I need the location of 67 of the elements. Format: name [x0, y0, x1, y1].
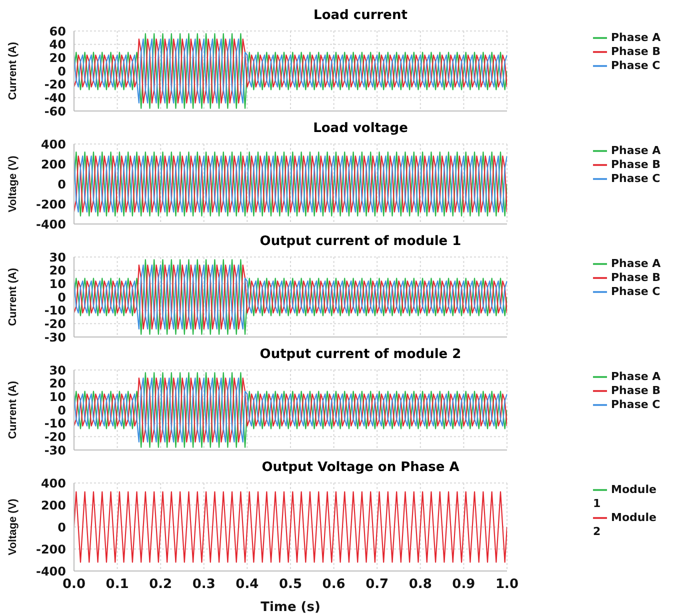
x-tick-label: 0.2 [149, 577, 172, 592]
y-tick-label: 20 [49, 264, 66, 278]
legend-label: Phase C [611, 285, 660, 298]
legend-label: Phase C [611, 172, 660, 186]
y-tick-label: 20 [49, 50, 66, 65]
legend-label: Phase A [611, 31, 661, 44]
y-tick-label: 200 [40, 157, 66, 172]
legend-label: Module 1 [593, 483, 656, 510]
y-tick-label: 10 [49, 276, 66, 291]
y-tick-label: 0 [58, 177, 66, 192]
x-tick-label: 0.8 [408, 577, 432, 592]
y-tick-label: 200 [40, 498, 66, 512]
x-tick-label: 0.9 [452, 577, 476, 592]
y-axis-title: Voltage (V) [6, 498, 19, 556]
chart-title: Load voltage [312, 121, 409, 136]
legend-label: Module 2 [593, 511, 656, 538]
y-tick-label: 40 [49, 38, 66, 52]
chart-title: Load current [312, 8, 408, 23]
chart-title: Output Voltage on Phase A [260, 460, 460, 475]
x-tick-label: 0.4 [236, 577, 259, 592]
x-tick-label: 0.3 [192, 577, 216, 592]
y-tick-label: 0 [58, 520, 66, 534]
y-tick-label: 400 [40, 137, 66, 152]
y-axis-title: Voltage (V) [6, 155, 19, 212]
y-tick-label: 0 [58, 403, 66, 418]
y-tick-label: -400 [36, 217, 66, 232]
x-axis-title: Time (s) [260, 600, 320, 614]
y-tick-label: -40 [44, 90, 66, 105]
legend-label: Phase C [611, 398, 660, 412]
y-tick-label: 30 [49, 250, 66, 264]
y-tick-label: 0 [58, 290, 66, 304]
legend-label: Phase B [611, 271, 661, 284]
legend-label: Phase C [611, 59, 660, 72]
y-tick-label: 400 [40, 476, 66, 490]
y-tick-label: 0 [58, 64, 66, 78]
legend-label: Phase A [611, 370, 661, 384]
y-axis-title: Current (A) [6, 268, 19, 326]
legend-label: Phase A [611, 144, 661, 158]
y-tick-label: -60 [44, 104, 66, 118]
x-tick-label: 0.1 [106, 577, 129, 592]
y-axis-title: Current (A) [6, 380, 19, 440]
y-tick-label: 30 [49, 363, 66, 378]
y-tick-label: -20 [44, 430, 66, 444]
x-tick-label: 0.7 [366, 577, 389, 592]
chart-title: Output current of module 2 [258, 347, 462, 362]
x-tick-label: 1.0 [495, 577, 519, 592]
y-axis-title: Current (A) [6, 42, 19, 100]
x-tick-label: 0.5 [278, 577, 302, 592]
y-tick-label: -20 [44, 316, 66, 331]
y-tick-label: 60 [49, 24, 66, 38]
y-tick-label: 20 [49, 376, 66, 391]
legend-label: Phase A [611, 257, 661, 270]
y-tick-label: -200 [36, 542, 66, 556]
legend-label: Phase B [611, 384, 661, 398]
x-tick-label: 0.0 [62, 577, 86, 592]
legend-label: Phase B [611, 158, 661, 172]
y-tick-label: -20 [44, 78, 66, 92]
x-tick-label: 0.6 [322, 577, 346, 592]
chart-title: Output current of module 1 [258, 234, 462, 249]
legend-label: Phase B [611, 45, 661, 58]
y-tick-label: 10 [49, 390, 66, 404]
y-tick-label: -30 [44, 330, 66, 344]
y-tick-label: -30 [44, 443, 66, 458]
y-tick-label: -200 [36, 197, 66, 212]
y-tick-label: -10 [44, 304, 66, 318]
y-tick-label: -400 [36, 564, 66, 578]
y-tick-label: -10 [44, 416, 66, 431]
